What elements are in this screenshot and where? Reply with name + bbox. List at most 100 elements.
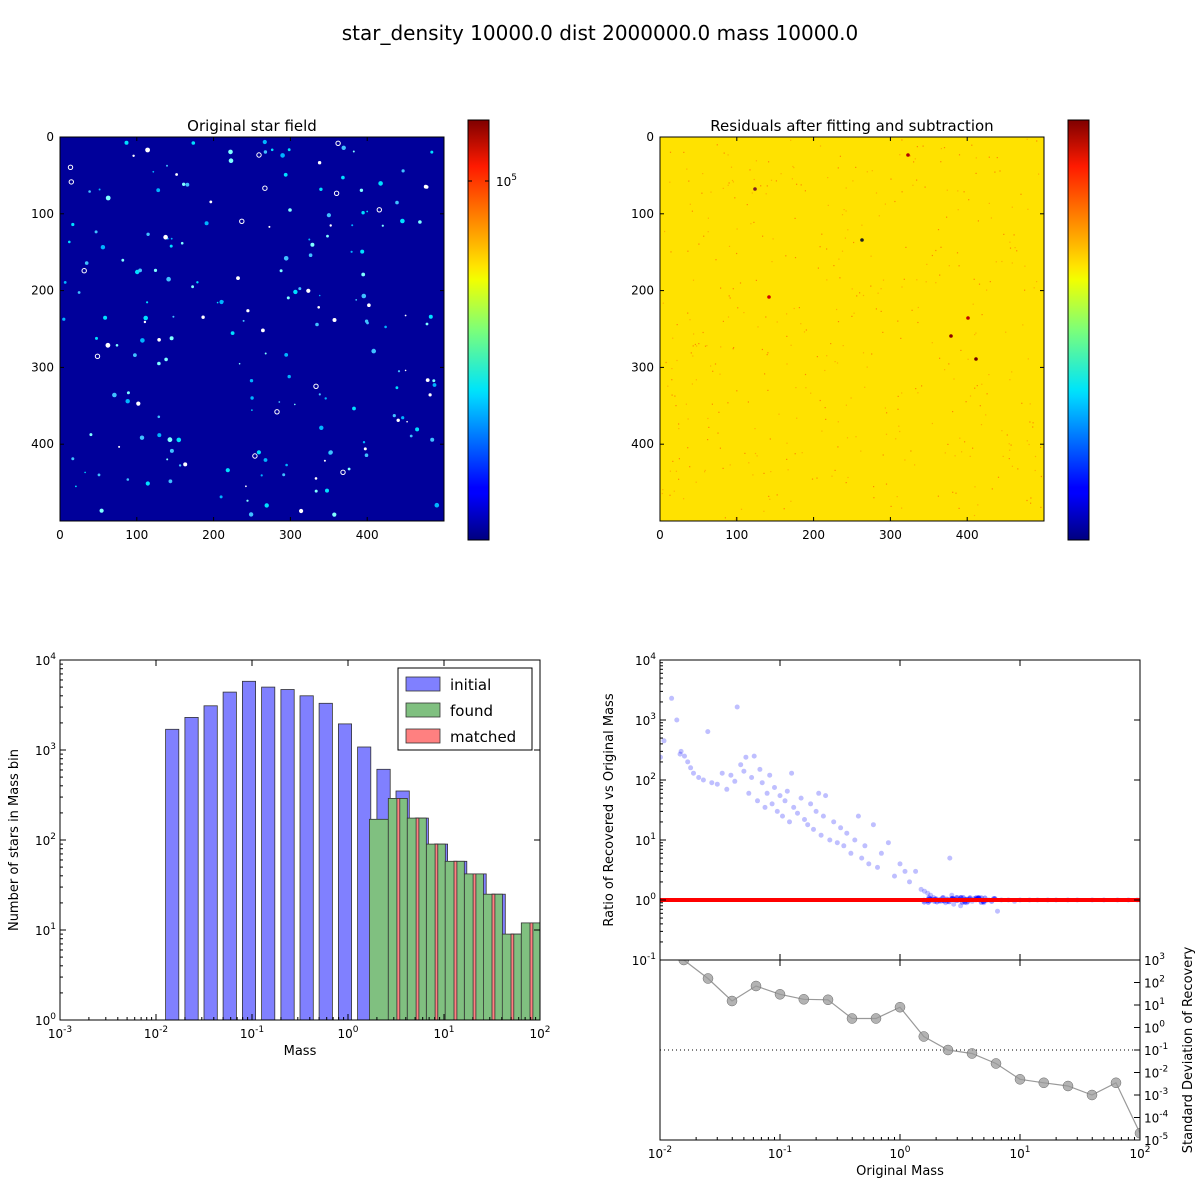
residual-speck — [994, 171, 996, 173]
star — [401, 416, 405, 420]
residual-speck — [728, 245, 731, 247]
std-point — [894, 1001, 906, 1013]
residual-speck — [665, 361, 667, 364]
star — [325, 488, 329, 493]
residual-speck — [811, 478, 814, 480]
residual-speck — [830, 343, 832, 345]
histogram-bar-initial — [184, 717, 199, 1020]
star — [361, 211, 365, 215]
residual-speck — [850, 397, 852, 399]
star — [284, 353, 289, 357]
residuals-x-tick-label: 300 — [879, 528, 902, 542]
residual-speck — [707, 417, 709, 420]
residual-speck — [804, 190, 806, 192]
histogram-xlabel: Mass — [284, 1044, 317, 1059]
residual-speck — [839, 155, 841, 157]
star — [170, 237, 173, 240]
residual-speck — [900, 337, 902, 339]
residual-speck — [912, 184, 914, 186]
residual-speck — [952, 491, 954, 493]
residual-speck — [801, 452, 803, 454]
star — [260, 474, 263, 477]
residual-speck — [1008, 458, 1010, 460]
scatter-frame — [659, 659, 1141, 961]
residual-speck — [882, 279, 885, 281]
scatter-point — [808, 801, 814, 807]
scatter-point — [958, 903, 964, 909]
scatter-point — [719, 770, 725, 776]
star — [341, 145, 346, 150]
scatter-point — [795, 810, 800, 816]
scatter-point — [732, 778, 738, 784]
residual-speck — [997, 476, 1000, 478]
original-image — [60, 137, 444, 521]
residual-speck — [662, 489, 664, 491]
std-y-tick-label: 10-3 — [1144, 1087, 1168, 1103]
residual-speck — [972, 303, 974, 305]
residual-speck — [1040, 506, 1042, 508]
residual-speck — [870, 255, 872, 257]
scatter-point — [772, 785, 777, 790]
residual-speck — [866, 366, 868, 368]
star — [124, 140, 129, 145]
std-point — [1014, 1074, 1026, 1085]
scatter-point — [811, 826, 816, 832]
residual-speck — [805, 387, 807, 389]
residual-speck — [722, 187, 724, 189]
residual-speck — [661, 492, 663, 495]
residual-speck — [669, 494, 671, 496]
star — [347, 467, 351, 471]
residual-speck — [1009, 379, 1011, 381]
star — [263, 458, 268, 462]
residuals-colorbar-gradient — [1067, 119, 1090, 541]
star — [178, 464, 182, 467]
std-y-tick-label: 102 — [1144, 975, 1165, 991]
scatter-point — [949, 892, 955, 898]
histogram-bar-matched — [529, 922, 534, 1020]
residual-speck — [901, 191, 903, 193]
star — [371, 348, 377, 354]
residual-speck — [695, 481, 697, 483]
residual-speck — [853, 312, 855, 314]
residual-speck — [746, 204, 748, 206]
scatter-point — [823, 793, 829, 799]
scatter-point — [885, 840, 891, 846]
residual-speck — [914, 158, 916, 160]
star — [94, 230, 98, 234]
residuals-y-tick-label: 200 — [631, 284, 654, 298]
star — [201, 315, 205, 319]
residual-speck — [734, 518, 736, 520]
std-point — [822, 994, 834, 1006]
residual-speck — [747, 401, 749, 403]
residual-speck — [671, 379, 673, 381]
residual-speck — [860, 450, 862, 452]
scatter-point — [848, 850, 854, 856]
bright-star — [376, 207, 382, 213]
scatter-point — [674, 717, 680, 723]
residual-speck — [825, 418, 827, 420]
star — [280, 153, 285, 158]
star — [323, 459, 326, 462]
residual-speck — [821, 233, 823, 235]
residual-speck — [976, 385, 978, 387]
residual-speck — [981, 314, 983, 316]
residual-speck — [996, 157, 998, 159]
residual-speck — [940, 161, 942, 163]
residual-speck — [901, 139, 903, 141]
star — [355, 299, 358, 301]
residual-speck — [719, 373, 721, 375]
residual-speck — [763, 510, 765, 512]
residual-speck — [1020, 193, 1022, 195]
histogram-bar-initial — [241, 680, 256, 1020]
star — [242, 319, 245, 322]
original-x-tick-label: 200 — [202, 528, 225, 542]
residual-speck — [690, 352, 692, 354]
star — [404, 314, 407, 317]
histogram-x-tick-label: 10-3 — [48, 1025, 72, 1041]
residual-speck — [686, 168, 688, 170]
scatter-point — [925, 890, 931, 896]
residual-speck — [712, 370, 714, 372]
residual-speck — [842, 345, 844, 347]
residual-speck — [913, 161, 915, 163]
star — [418, 220, 422, 224]
